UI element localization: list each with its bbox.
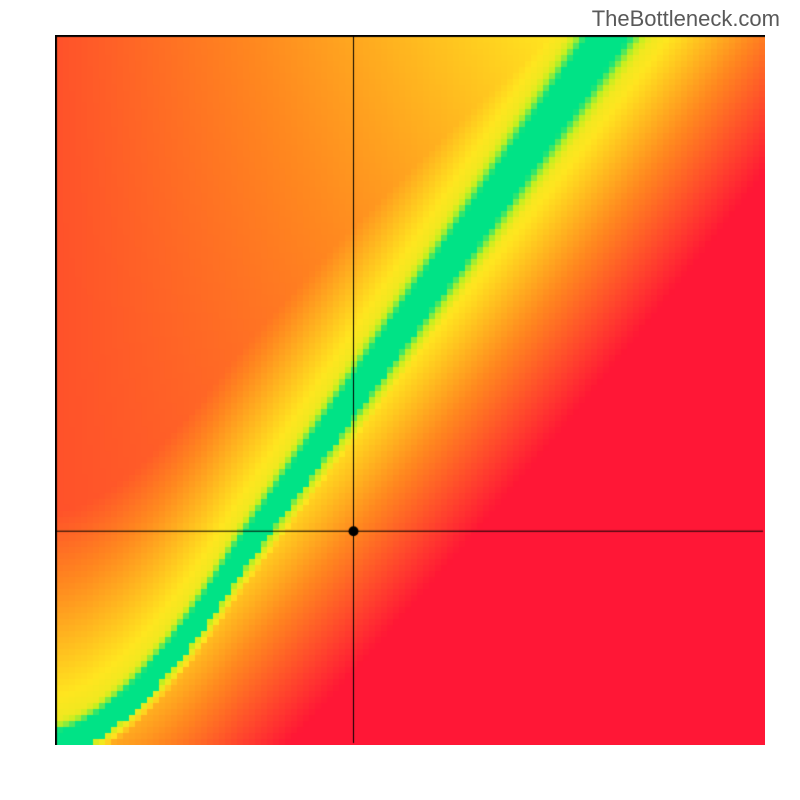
watermark-text: TheBottleneck.com bbox=[592, 6, 780, 32]
heatmap-canvas bbox=[55, 35, 765, 745]
chart-container: TheBottleneck.com bbox=[0, 0, 800, 800]
plot-area bbox=[55, 35, 765, 745]
